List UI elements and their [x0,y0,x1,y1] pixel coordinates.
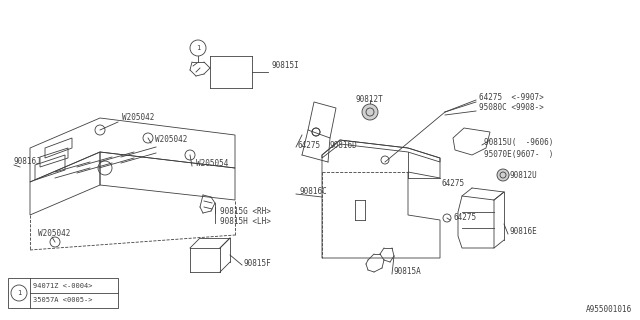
Text: 90815A: 90815A [394,268,422,276]
Text: 64275: 64275 [298,140,321,149]
Text: 35057A <0005->: 35057A <0005-> [33,297,93,303]
Text: 64275  <-9907>: 64275 <-9907> [479,92,544,101]
Circle shape [362,104,378,120]
Text: 90816J: 90816J [13,156,41,165]
Text: 64275: 64275 [442,180,465,188]
Text: W205054: W205054 [196,158,228,167]
Text: 90812T: 90812T [356,95,384,105]
Text: 95070E(9607-  ): 95070E(9607- ) [484,149,554,158]
Text: 90815U(  -9606): 90815U( -9606) [484,139,554,148]
Text: 90815H <LH>: 90815H <LH> [220,218,271,227]
Text: 90816D: 90816D [330,140,358,149]
Text: 95080C <9908->: 95080C <9908-> [479,103,544,113]
Text: 90815I: 90815I [272,61,300,70]
Text: 1: 1 [196,45,200,51]
Text: 64275: 64275 [454,213,477,222]
Text: 90815G <RH>: 90815G <RH> [220,206,271,215]
Text: W205042: W205042 [38,228,70,237]
Text: W205042: W205042 [122,114,154,123]
Text: A955001016: A955001016 [586,305,632,314]
Text: 1: 1 [17,290,21,296]
Text: 90816E: 90816E [510,228,538,236]
Text: 94071Z <-0004>: 94071Z <-0004> [33,283,93,289]
Text: 90815F: 90815F [244,260,272,268]
Bar [8,278,118,308]
Text: 90812U: 90812U [510,171,538,180]
Text: W205042: W205042 [155,135,188,145]
Text: 90816C: 90816C [299,188,327,196]
Circle shape [497,169,509,181]
